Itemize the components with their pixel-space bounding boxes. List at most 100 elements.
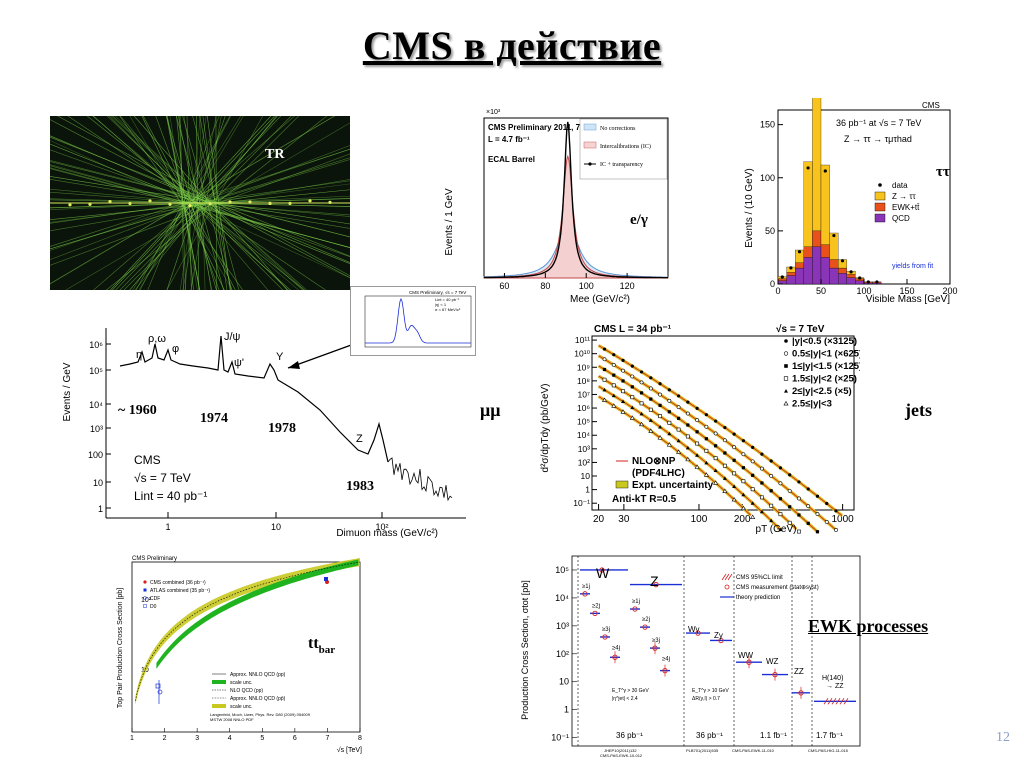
- ewk-measurement: [642, 624, 648, 630]
- ecal-xtick-label: 120: [620, 281, 635, 291]
- jets-point: [787, 520, 792, 525]
- year-1978: 1978: [268, 421, 296, 436]
- jets-ytick-label: 10⁸: [577, 376, 590, 386]
- tautau-xtick-label: 0: [775, 286, 780, 296]
- tautau-data-point: [832, 233, 836, 238]
- jets-ytick-label: 10⁶: [577, 403, 590, 413]
- ewk-measurement: [632, 606, 638, 612]
- jets-point: [703, 472, 709, 477]
- ttbar-th-scale-ppbar: scale unc.: [230, 704, 253, 710]
- tautau-xtick-label: 50: [816, 286, 826, 296]
- jets-legend-marker: [784, 339, 788, 343]
- jets-point: [778, 481, 783, 486]
- tautau-bar: [803, 257, 813, 285]
- tautau-bar: [812, 246, 822, 285]
- jets-point: [825, 501, 829, 506]
- ecal-curve-ict: [483, 121, 668, 279]
- ewk-ref-5: CMS-PAS-HIG-11-015: [808, 748, 849, 753]
- jets-point: [815, 494, 820, 498]
- vertex-dot: [148, 199, 152, 203]
- dimuon-ytick-label: 10³: [90, 424, 103, 434]
- jets-frame: [591, 335, 855, 511]
- jets-point: [694, 464, 700, 469]
- jets-point: [666, 442, 672, 447]
- mumu-label: μμ: [480, 400, 501, 420]
- jets-theory-curve: [598, 385, 782, 531]
- jets-legend-entry: 1≤|y|<1.5 (×125): [792, 361, 860, 372]
- jets-point: [639, 401, 644, 406]
- inset-fit: [365, 297, 471, 344]
- res-jpsi: J/ψ: [224, 331, 241, 343]
- jets-point: [695, 418, 700, 422]
- ttbar-th-pdf: MSTW 2008 NNLO PDF: [210, 717, 254, 722]
- jets-ytick-label: 10⁵: [577, 417, 590, 427]
- tautau-legend-data: data: [892, 181, 908, 190]
- jets-point: [648, 428, 654, 433]
- jets-theory-unc: Expt. uncertainty: [632, 480, 714, 491]
- ttbar-legend-cdf: CDF: [150, 596, 160, 602]
- ttbar-point-atlas: [324, 577, 328, 581]
- tautau-data-point: [806, 166, 810, 170]
- jets-point: [658, 414, 662, 419]
- jets-unc-band: [597, 374, 798, 531]
- jets-xtick-label: 1000: [832, 514, 855, 525]
- dimuon-ylabel: Events / GeV: [62, 362, 73, 421]
- tautau-legend-data-marker: [878, 183, 882, 187]
- ewk-limit-hatch: [823, 698, 829, 705]
- jets-point: [676, 427, 681, 432]
- year-1974: 1974: [200, 411, 228, 426]
- jets-point: [741, 439, 746, 443]
- ewk-ytick-label: 1: [564, 705, 569, 715]
- jets-point: [732, 445, 737, 450]
- tautau-bar: [846, 277, 856, 285]
- ewk-jet-label-w: ≥2j: [592, 603, 600, 609]
- tautau-bar: [820, 164, 830, 245]
- ttbar-xlabel: √s [TeV]: [337, 746, 362, 754]
- ttbar-xtick-label: 3: [195, 735, 199, 742]
- jets-point: [722, 463, 727, 468]
- ewk-cut-w2: |η^jet| < 2.4: [612, 696, 638, 702]
- jets-point: [648, 407, 653, 412]
- ttbar-frame: [131, 561, 361, 733]
- ttbar-legend-d0: D0: [150, 604, 157, 610]
- jets-point: [760, 452, 764, 456]
- ewk-chart: Production Cross Section, σtot [pb] 10⁵ 1…: [520, 555, 861, 758]
- jets-point: [722, 438, 727, 443]
- ecal-header: CMS Preliminary 2011, 7TeV: [488, 123, 595, 132]
- jets-point: [732, 484, 737, 488]
- jets-point: [713, 468, 718, 473]
- ttbar-th-nlo-pp: NLO QCD (pp): [230, 688, 263, 694]
- jets-point: [629, 415, 635, 420]
- tautau-header: CMS: [922, 101, 940, 110]
- jets-point: [722, 488, 728, 493]
- jets-point: [751, 445, 755, 449]
- ecal-legend: No corrections Intercalibrations (IC) IC…: [579, 118, 668, 180]
- jets-point: [750, 487, 755, 492]
- jets-point: [704, 460, 709, 465]
- jets-point: [648, 386, 653, 391]
- jets-point: [769, 518, 774, 523]
- jets-point: [713, 431, 718, 436]
- jets-point: [741, 492, 746, 497]
- inset-arrow: [287, 343, 355, 369]
- jets-point: [695, 406, 699, 410]
- jets-point: [630, 385, 634, 389]
- jets-point: [630, 374, 635, 379]
- ewk-group-zz: ZZ: [794, 667, 804, 676]
- jets-point: [620, 409, 626, 414]
- tautau-bar: [855, 280, 865, 285]
- tautau-ytick-label: 0: [770, 279, 775, 289]
- tautau-bar: [838, 267, 847, 274]
- jets-point: [657, 435, 663, 440]
- tautau-data-point: [849, 270, 853, 274]
- ttbar-theory-legend: Approx. NNLO QCD (pp) scale unc. NLO QCD…: [210, 672, 311, 722]
- jets-point: [713, 456, 718, 461]
- upsilon-inset-chart: CMS Preliminary, √s = 7 TeV Lint = 40 pb…: [364, 290, 472, 348]
- dimuon-tail: [387, 457, 453, 502]
- jets-legend-entry: |y|<0.5 (×3125): [792, 336, 857, 347]
- jets-point: [658, 392, 662, 397]
- jets-ytick-label: 10²: [578, 457, 590, 467]
- jets-unc-band: [597, 384, 783, 532]
- ewk-group-wz: WZ: [766, 657, 779, 666]
- tautau-bar: [838, 273, 847, 285]
